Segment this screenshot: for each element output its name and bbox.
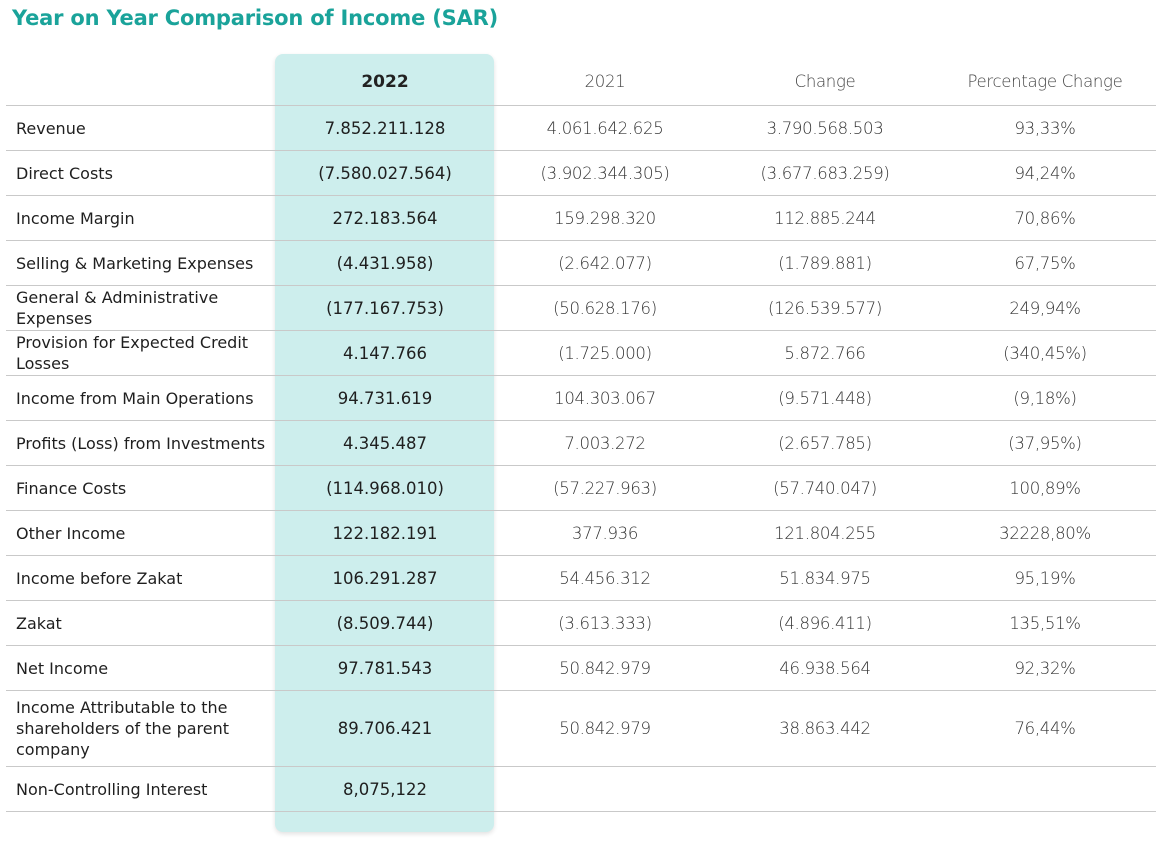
value-percentage-change: 70,86% <box>1014 208 1076 228</box>
value-change: 112.885.244 <box>774 208 876 228</box>
value-change: (3.677.683.259) <box>760 163 890 183</box>
table-row: Finance Costs (114.968.010) (57.227.963)… <box>6 466 1156 511</box>
value-percentage-change: (37,95%) <box>1008 433 1082 453</box>
value-percentage-change: 92,32% <box>1014 658 1076 678</box>
value-change: 46.938.564 <box>779 658 871 678</box>
value-2021: (3.613.333) <box>558 613 652 633</box>
value-change: (2.657.785) <box>778 433 872 453</box>
value-2021: (50.628.176) <box>553 298 657 318</box>
table-row: Zakat (8.509.744) (3.613.333) (4.896.411… <box>6 601 1156 646</box>
value-2021: (2.642.077) <box>558 253 652 273</box>
table-row: Income Margin 272.183.564 159.298.320 11… <box>6 196 1156 241</box>
value-percentage-change: 94,24% <box>1014 163 1076 183</box>
value-2022: 4.147.766 <box>343 343 427 363</box>
row-label: Direct Costs <box>16 163 113 183</box>
table-row: Direct Costs (7.580.027.564) (3.902.344.… <box>6 151 1156 196</box>
header-2022: 2022 <box>361 71 409 92</box>
value-2021: 4.061.642.625 <box>546 118 664 138</box>
value-2022: (177.167.753) <box>326 298 444 318</box>
row-label: Revenue <box>16 118 86 138</box>
value-2021: (1.725.000) <box>558 343 652 363</box>
row-label: Income Attributable to the shareholders … <box>16 698 230 759</box>
page-title: Year on Year Comparison of Income (SAR) <box>12 6 498 30</box>
table-row: Selling & Marketing Expenses (4.431.958)… <box>6 241 1156 286</box>
value-percentage-change: (340,45%) <box>1003 343 1087 363</box>
table-header-row: 2022 2021 Change Percentage Change <box>6 58 1156 106</box>
income-comparison-table: 2022 2021 Change Percentage Change Reven… <box>6 58 1156 812</box>
table-row: Net Income 97.781.543 50.842.979 46.938.… <box>6 646 1156 691</box>
row-label: Income from Main Operations <box>16 388 254 408</box>
row-label: Provision for Expected Credit Losses <box>16 333 249 373</box>
row-label: Selling & Marketing Expenses <box>16 253 254 273</box>
value-percentage-change: 100,89% <box>1009 478 1081 498</box>
value-change: 121.804.255 <box>774 523 876 543</box>
row-label: General & Administrative Expenses <box>16 288 219 328</box>
value-2022: 4.345.487 <box>343 433 427 453</box>
row-label: Profits (Loss) from Investments <box>16 433 266 453</box>
row-label: Finance Costs <box>16 478 127 498</box>
value-2022: (7.580.027.564) <box>318 163 452 183</box>
value-2021: 54.456.312 <box>559 568 651 588</box>
header-percentage-change: Percentage Change <box>967 72 1123 91</box>
table-row: Income from Main Operations 94.731.619 1… <box>6 376 1156 421</box>
value-change: 38.863.442 <box>779 719 871 738</box>
value-change: (4.896.411) <box>778 613 872 633</box>
table-row: Provision for Expected Credit Losses 4.1… <box>6 331 1156 376</box>
value-change: (57.740.047) <box>773 478 877 498</box>
row-label: Non-Controlling Interest <box>16 779 208 799</box>
value-percentage-change: 32228,80% <box>999 523 1091 543</box>
value-2022: 94.731.619 <box>337 388 433 408</box>
value-2021: 50.842.979 <box>559 719 651 738</box>
value-2021: (57.227.963) <box>553 478 657 498</box>
value-2022: 272.183.564 <box>332 208 438 228</box>
value-2022: 122.182.191 <box>332 523 438 543</box>
table-row: General & Administrative Expenses (177.1… <box>6 286 1156 331</box>
value-2022: (114.968.010) <box>326 478 444 498</box>
value-percentage-change: (9,18%) <box>1013 388 1077 408</box>
value-change: (1.789.881) <box>778 253 872 273</box>
highlight-column-2022 <box>275 54 494 832</box>
value-percentage-change: 135,51% <box>1009 613 1081 633</box>
value-2022: 97.781.543 <box>337 658 433 678</box>
value-change: (9.571.448) <box>778 388 872 408</box>
row-label: Net Income <box>16 658 109 678</box>
value-2021: 377.936 <box>571 523 639 543</box>
row-label: Zakat <box>16 613 62 633</box>
table-row: Non-Controlling Interest 8,075,122 <box>6 767 1156 812</box>
value-2022: 106.291.287 <box>332 568 438 588</box>
value-change: 3.790.568.503 <box>766 118 884 138</box>
value-2022: (4.431.958) <box>336 253 434 273</box>
table-row: Other Income 122.182.191 377.936 121.804… <box>6 511 1156 556</box>
value-change: (126.539.577) <box>768 298 882 318</box>
value-change: 5.872.766 <box>784 343 866 363</box>
value-2022: 89.706.421 <box>337 719 433 738</box>
table-row: Profits (Loss) from Investments 4.345.48… <box>6 421 1156 466</box>
value-2021: 159.298.320 <box>554 208 656 228</box>
table-row: Revenue 7.852.211.128 4.061.642.625 3.79… <box>6 106 1156 151</box>
value-change: 51.834.975 <box>779 568 871 588</box>
value-2022: 7.852.211.128 <box>324 118 446 138</box>
row-label: Income Margin <box>16 208 135 228</box>
value-2021: 104.303.067 <box>554 388 656 408</box>
table-row: Income Attributable to the shareholders … <box>6 691 1156 767</box>
value-2022: (8.509.744) <box>336 613 434 633</box>
value-2022: 8,075,122 <box>343 779 427 799</box>
value-2021: 50.842.979 <box>559 658 651 678</box>
value-percentage-change: 249,94% <box>1009 298 1081 318</box>
value-percentage-change: 93,33% <box>1014 118 1076 138</box>
value-percentage-change: 67,75% <box>1014 253 1076 273</box>
value-percentage-change: 95,19% <box>1014 568 1076 588</box>
value-percentage-change: 76,44% <box>1014 719 1076 738</box>
row-label: Income before Zakat <box>16 568 183 588</box>
header-2021: 2021 <box>584 72 626 91</box>
value-2021: 7.003.272 <box>564 433 646 453</box>
row-label: Other Income <box>16 523 126 543</box>
table-row: Income before Zakat 106.291.287 54.456.3… <box>6 556 1156 601</box>
value-2021: (3.902.344.305) <box>540 163 670 183</box>
header-change: Change <box>794 72 856 91</box>
